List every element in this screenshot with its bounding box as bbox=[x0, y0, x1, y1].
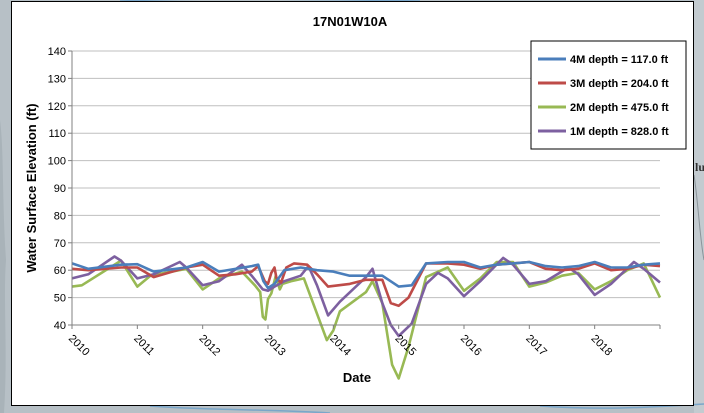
legend-label: 4M depth = 117.0 ft bbox=[570, 54, 668, 66]
x-tick-label: 2018 bbox=[589, 333, 615, 359]
y-tick-label: 130 bbox=[48, 73, 66, 85]
x-tick-label: 2012 bbox=[197, 333, 223, 359]
x-axis-title: Date bbox=[343, 370, 371, 385]
legend-label: 3M depth = 204.0 ft bbox=[570, 78, 669, 90]
chart-title: 17N01W10A bbox=[313, 14, 388, 29]
x-tick-label: 2011 bbox=[131, 333, 156, 358]
x-tick-label: 2016 bbox=[458, 333, 484, 359]
series-layer bbox=[71, 255, 662, 380]
legend-label: 2M depth = 475.0 ft bbox=[570, 102, 669, 114]
legend: 4M depth = 117.0 ft 3M depth = 204.0 ft 2M… bbox=[530, 40, 687, 150]
legend-label: 1M depth = 828.0 ft bbox=[570, 126, 669, 138]
y-tick-label: 40 bbox=[54, 320, 66, 332]
y-tick-label: 70 bbox=[54, 238, 66, 250]
y-tick-label: 50 bbox=[54, 293, 66, 305]
y-tick-label: 120 bbox=[48, 101, 66, 113]
x-tick-label: 2017 bbox=[523, 333, 549, 359]
y-axis-title: Water Surface Elevation (ft) bbox=[24, 103, 39, 272]
chart-svg: 40 50 60 70 80 90 100 110 120 130 140 2010 2011 2012 2… bbox=[24, 14, 687, 385]
x-tick-label: 2010 bbox=[66, 333, 92, 359]
y-tick-label: 140 bbox=[48, 46, 66, 58]
y-tick-label: 110 bbox=[48, 128, 66, 140]
series-line-1 bbox=[71, 260, 661, 290]
map-edge-label: lu bbox=[695, 160, 704, 174]
x-tick-label: 2014 bbox=[327, 333, 353, 359]
y-tick-label: 60 bbox=[54, 265, 66, 277]
y-tick-label: 80 bbox=[54, 210, 66, 222]
x-tick-label: 2013 bbox=[262, 333, 288, 359]
y-tick-label: 90 bbox=[54, 183, 66, 195]
chart-panel: 40 50 60 70 80 90 100 110 120 130 140 2010 2011 2012 2… bbox=[11, 1, 694, 406]
y-tick-label: 100 bbox=[48, 156, 66, 168]
series-line-2 bbox=[71, 260, 661, 308]
